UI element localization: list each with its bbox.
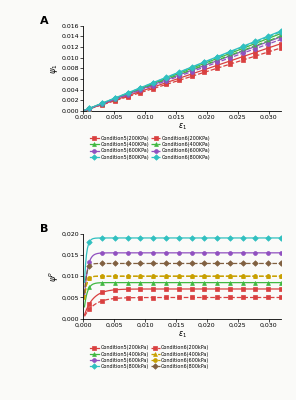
X-axis label: $\varepsilon_1$: $\varepsilon_1$: [178, 122, 186, 132]
Legend: Condition5(200KPa), Condition5(400KPa), Condition5(600KPa), Condition5(800KPa), : Condition5(200KPa), Condition5(400KPa), …: [90, 135, 211, 160]
Legend: Condition5(200kPa), Condition5(400kPa), Condition5(600kPa), Condition5(800kPa), : Condition5(200kPa), Condition5(400kPa), …: [90, 345, 210, 370]
Y-axis label: $\psi^p$: $\psi^p$: [47, 270, 60, 282]
Text: A: A: [40, 16, 48, 26]
Text: B: B: [40, 224, 48, 234]
X-axis label: $\varepsilon_1$: $\varepsilon_1$: [178, 329, 186, 340]
Y-axis label: $\psi_1$: $\psi_1$: [49, 63, 60, 74]
